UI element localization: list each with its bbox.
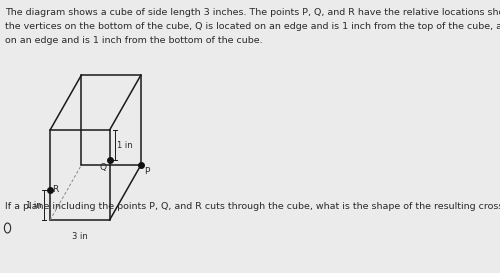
Text: If a plane including the points P, Q, and R cuts through the cube, what is the s: If a plane including the points P, Q, an… xyxy=(5,202,500,211)
Text: 1 in: 1 in xyxy=(26,200,42,209)
Text: The diagram shows a cube of side length 3 inches. The points P, Q, and R have th: The diagram shows a cube of side length … xyxy=(5,8,500,17)
Text: on an edge and is 1 inch from the bottom of the cube.: on an edge and is 1 inch from the bottom… xyxy=(5,36,262,45)
Text: the vertices on the bottom of the cube, Q is located on an edge and is 1 inch fr: the vertices on the bottom of the cube, … xyxy=(5,22,500,31)
Text: 1 in: 1 in xyxy=(117,141,133,150)
Text: Q: Q xyxy=(100,163,106,172)
Text: 3 in: 3 in xyxy=(72,232,88,241)
Text: R: R xyxy=(52,185,59,194)
Text: P: P xyxy=(144,167,150,176)
